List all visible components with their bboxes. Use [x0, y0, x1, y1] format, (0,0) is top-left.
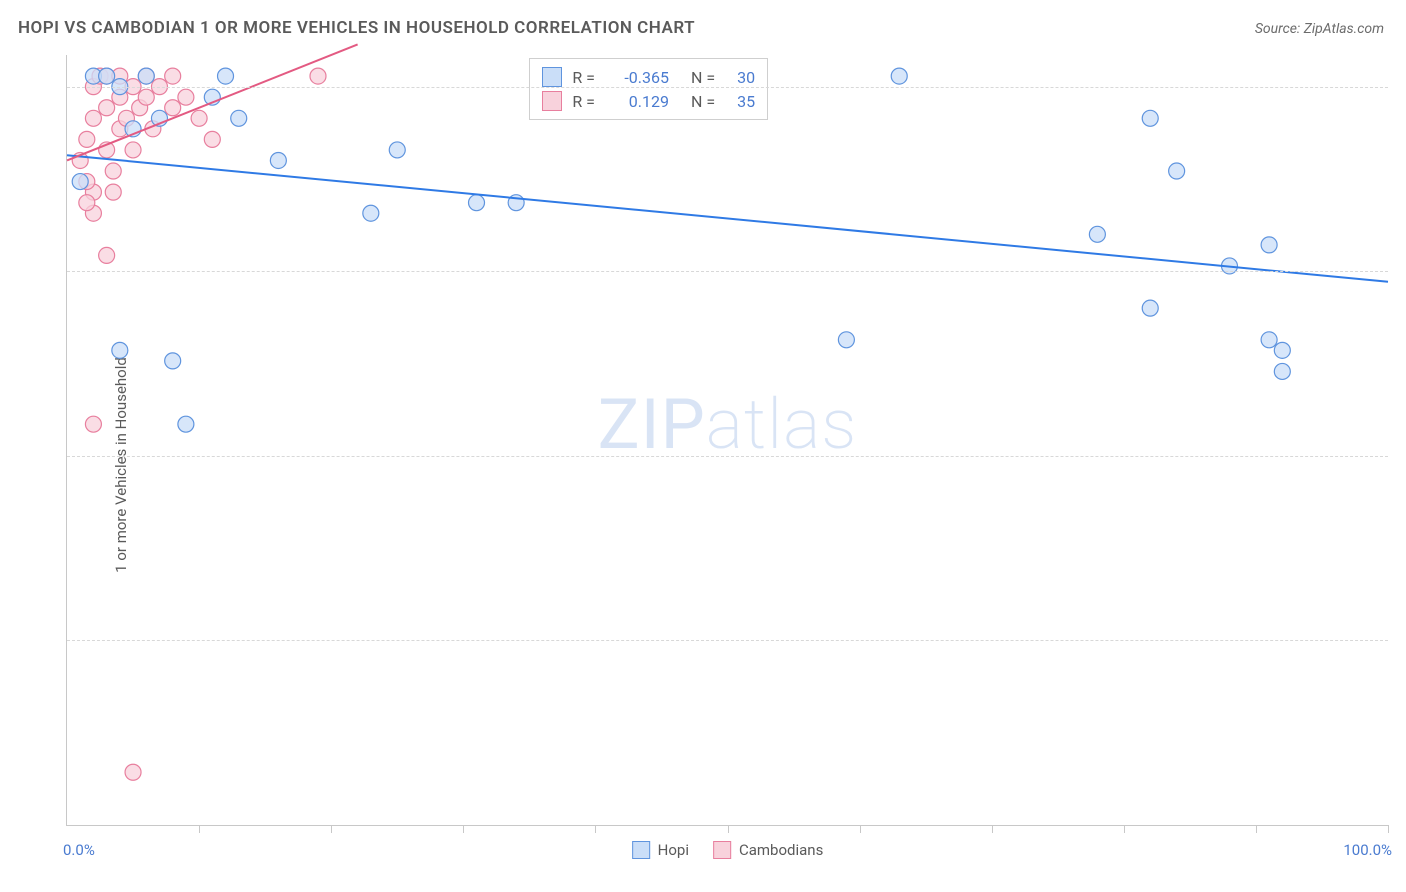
data-point — [838, 332, 854, 348]
data-point — [105, 184, 121, 200]
data-point — [125, 142, 141, 158]
x-tick — [1124, 825, 1125, 833]
r-label: R = — [572, 68, 595, 87]
data-point — [79, 131, 95, 147]
source-label: Source: ZipAtlas.com — [1255, 21, 1384, 37]
stats-row-cambodians: R = 0.129 N = 35 — [542, 89, 755, 113]
x-tick — [992, 825, 993, 833]
legend-label-hopi: Hopi — [658, 841, 689, 859]
n-value-cambodians: 35 — [725, 92, 755, 111]
data-point — [99, 100, 115, 116]
r-label: R = — [572, 92, 595, 111]
swatch-cambodians — [542, 91, 562, 111]
data-point — [1169, 163, 1185, 179]
data-point — [363, 205, 379, 221]
data-point — [99, 68, 115, 84]
data-point — [178, 416, 194, 432]
series-legend: Hopi Cambodians — [632, 841, 824, 859]
data-point — [138, 68, 154, 84]
data-point — [1142, 110, 1158, 126]
gridline — [67, 271, 1388, 272]
x-tick — [331, 825, 332, 833]
chart-title: HOPI VS CAMBODIAN 1 OR MORE VEHICLES IN … — [18, 18, 695, 38]
data-point — [79, 195, 95, 211]
swatch-hopi — [542, 67, 562, 87]
data-point — [125, 764, 141, 780]
data-point — [1089, 226, 1105, 242]
data-point — [112, 342, 128, 358]
data-point — [1261, 237, 1277, 253]
legend-item-hopi: Hopi — [632, 841, 689, 859]
plot-area: ZIPatlas R = -0.365 N = 30 R = 0.129 N =… — [66, 55, 1388, 826]
data-point — [178, 89, 194, 105]
data-point — [218, 68, 234, 84]
data-point — [191, 110, 207, 126]
data-point — [99, 247, 115, 263]
x-tick — [728, 825, 729, 833]
data-point — [72, 174, 88, 190]
data-point — [85, 416, 101, 432]
data-point — [231, 110, 247, 126]
header: HOPI VS CAMBODIAN 1 OR MORE VEHICLES IN … — [0, 0, 1406, 48]
legend-label-cambodians: Cambodians — [739, 841, 823, 859]
n-label: N = — [691, 92, 715, 111]
data-point — [270, 152, 286, 168]
stats-row-hopi: R = -0.365 N = 30 — [542, 65, 755, 89]
data-point — [1274, 363, 1290, 379]
legend-swatch-hopi — [632, 841, 650, 859]
regression-line — [67, 155, 1388, 282]
data-point — [204, 131, 220, 147]
data-point — [891, 68, 907, 84]
data-point — [1261, 332, 1277, 348]
legend-item-cambodians: Cambodians — [713, 841, 823, 859]
x-tick — [595, 825, 596, 833]
chart-svg — [67, 55, 1388, 825]
stats-legend: R = -0.365 N = 30 R = 0.129 N = 35 — [529, 58, 768, 120]
gridline — [67, 640, 1388, 641]
data-point — [310, 68, 326, 84]
x-axis-max-label: 100.0% — [1343, 841, 1392, 859]
data-point — [469, 195, 485, 211]
data-point — [165, 353, 181, 369]
data-point — [85, 110, 101, 126]
r-value-hopi: -0.365 — [605, 68, 669, 87]
gridline — [67, 87, 1388, 88]
x-tick — [199, 825, 200, 833]
data-point — [138, 89, 154, 105]
chart-container: 1 or more Vehicles in Household ZIPatlas… — [18, 55, 1388, 874]
x-tick — [463, 825, 464, 833]
x-tick — [1388, 825, 1389, 833]
x-tick — [1256, 825, 1257, 833]
n-value-hopi: 30 — [725, 68, 755, 87]
n-label: N = — [691, 68, 715, 87]
data-point — [165, 100, 181, 116]
r-value-cambodians: 0.129 — [605, 92, 669, 111]
data-point — [1142, 300, 1158, 316]
data-point — [105, 163, 121, 179]
x-axis-min-label: 0.0% — [63, 841, 95, 859]
gridline — [67, 456, 1388, 457]
legend-swatch-cambodians — [713, 841, 731, 859]
data-point — [389, 142, 405, 158]
data-point — [165, 68, 181, 84]
data-point — [1274, 342, 1290, 358]
x-tick — [860, 825, 861, 833]
